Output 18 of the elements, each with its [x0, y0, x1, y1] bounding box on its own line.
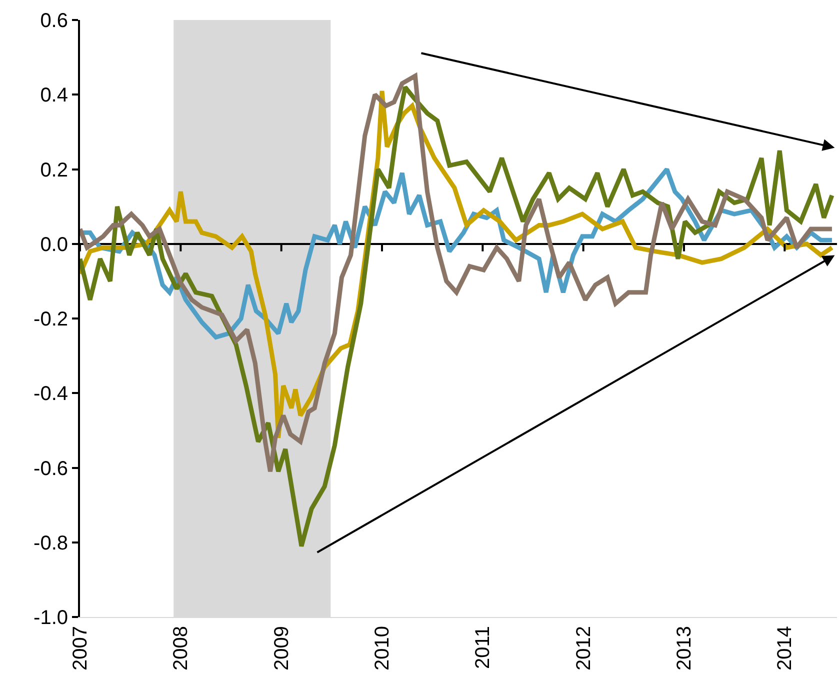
y-tick-label: -0.2: [34, 308, 68, 330]
x-tick-label: 2014: [774, 626, 796, 670]
y-tick-label: -0.6: [34, 458, 68, 480]
y-tick-label: 0.6: [40, 10, 68, 32]
x-tick-label: 2011: [472, 626, 494, 670]
y-tick-label: -0.8: [34, 532, 68, 554]
line-series: [80, 84, 834, 548]
y-tick-label: -0.4: [34, 383, 68, 406]
y-tick-label: 0.2: [40, 159, 68, 182]
y-tick-label: 0.4: [40, 84, 68, 107]
x-tick-label: 2013: [673, 626, 696, 670]
y-tick-label: 0.0: [40, 234, 68, 256]
x-tick-label: 2009: [270, 626, 293, 670]
x-tick-label: 2008: [170, 626, 192, 670]
x-tick-label: 2012: [572, 626, 595, 670]
x-tick-label: 2007: [70, 626, 92, 670]
y-tick-label: -1.0: [34, 607, 68, 629]
x-tick-label: 2010: [371, 626, 394, 670]
